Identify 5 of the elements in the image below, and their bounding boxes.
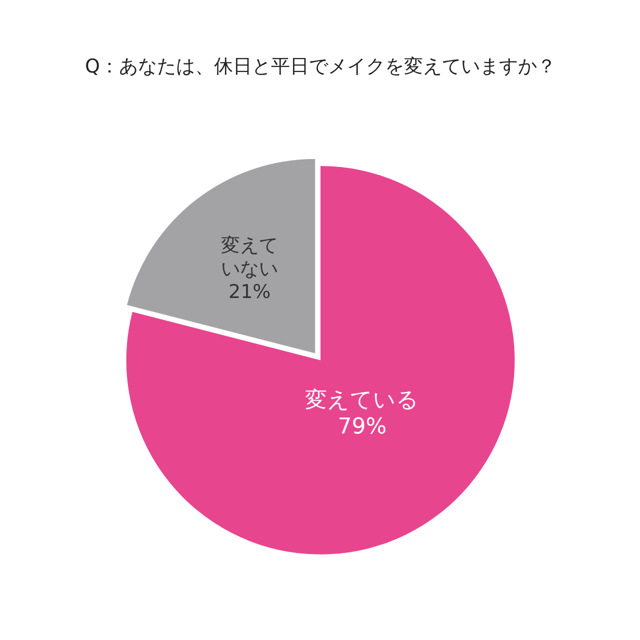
- data-label: 21%: [228, 281, 271, 304]
- chart-title: Q：あなたは、休日と平日でメイクを変えていますか？: [85, 56, 556, 78]
- slice-label: 変えている: [305, 388, 420, 414]
- slice-label: 変えていない: [221, 234, 278, 280]
- data-label: 79%: [338, 414, 387, 440]
